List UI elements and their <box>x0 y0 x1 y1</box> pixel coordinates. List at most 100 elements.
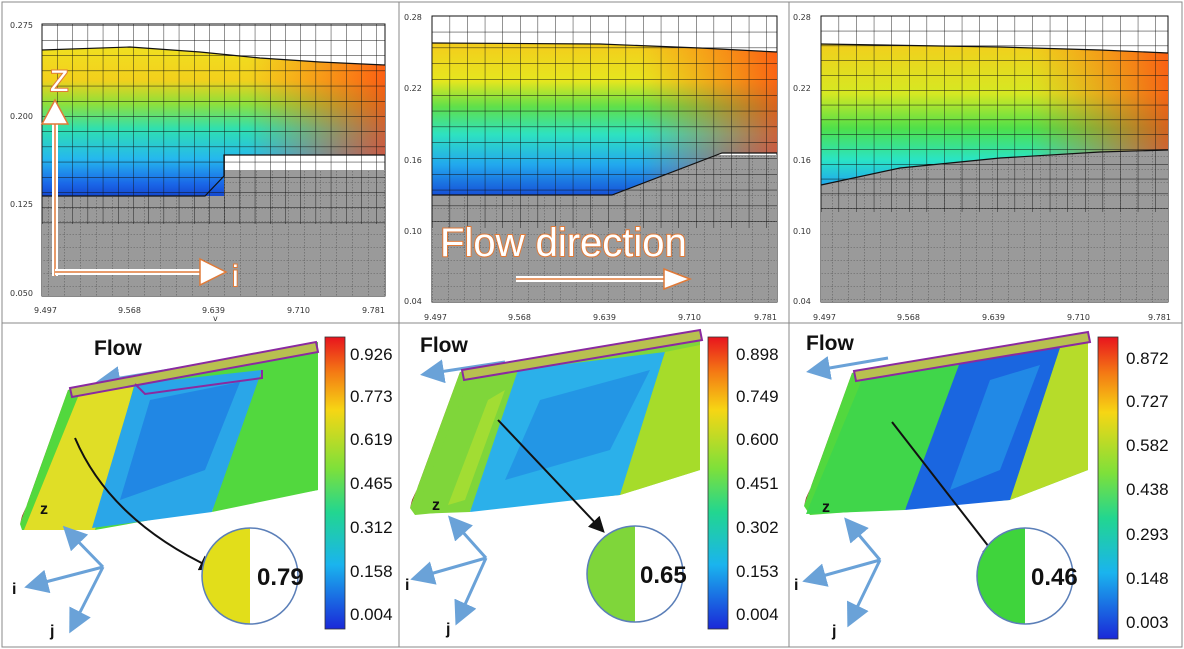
y-tick: 0.22 <box>793 84 811 93</box>
y-tick: 0.16 <box>793 156 811 165</box>
x-tick: 9.781 <box>362 306 385 315</box>
colorbar-label: 0.898 <box>736 345 779 364</box>
colorbar-label: 0.293 <box>1126 525 1169 544</box>
colorbar-label: 0.749 <box>736 387 779 406</box>
flow-label: Flow <box>94 337 142 360</box>
y-tick: 0.16 <box>404 156 422 165</box>
callout-arrow-icon <box>891 421 999 560</box>
x-tick: 9.781 <box>754 313 777 322</box>
x-tick: 9.497 <box>813 313 836 322</box>
colorbar-label: 0.148 <box>1126 569 1169 588</box>
x-tick: 9.710 <box>1067 313 1090 322</box>
i-axis-label: i <box>12 581 16 598</box>
y-tick: 0.275 <box>10 21 33 30</box>
y-ticks-1: 0.275 0.200 0.125 0.050 <box>10 21 33 298</box>
colorbar-3: 0.872 0.727 0.582 0.438 0.293 0.148 0.00… <box>1097 336 1169 640</box>
colorbar-label: 0.582 <box>1126 436 1169 455</box>
bubble-swatch <box>587 526 635 622</box>
j-axis-label: j <box>831 623 836 640</box>
bubble-value: 0.79 <box>257 564 304 591</box>
coordinate-axes-icon <box>410 515 488 626</box>
y-tick: 0.04 <box>404 297 422 306</box>
x-tick: 9.710 <box>678 313 701 322</box>
colorbar-label: 0.727 <box>1126 392 1169 411</box>
y-ticks-3: 0.28 0.22 0.16 0.10 0.04 <box>793 13 811 306</box>
z-axis-label: z <box>432 497 440 514</box>
flow-direction-label: Flow direction <box>440 221 687 265</box>
flume-model-1 <box>20 340 320 530</box>
colorbar-label: 0.773 <box>350 387 393 406</box>
y-tick: 0.10 <box>793 227 811 236</box>
x-tick: 9.639 <box>593 313 616 322</box>
z-axis-label: Z <box>50 65 68 98</box>
colorbar-label: 0.158 <box>350 562 393 581</box>
y-tick: 0.200 <box>10 112 33 121</box>
x-tick: 9.568 <box>508 313 531 322</box>
bubble-value: 0.46 <box>1031 564 1078 591</box>
y-ticks-2: 0.28 0.22 0.16 0.10 0.04 <box>404 13 422 306</box>
j-axis-label: j <box>49 623 54 640</box>
x-ticks-3: 9.497 9.568 9.639 9.710 9.781 <box>813 313 1171 322</box>
x-tick: 9.568 <box>118 306 141 315</box>
y-tick: 0.050 <box>10 289 33 298</box>
colorbar-label: 0.619 <box>350 430 393 449</box>
x-tick: 9.497 <box>424 313 447 322</box>
x-ticks-2: 9.497 9.568 9.639 9.710 9.781 <box>424 313 777 322</box>
colorbar-label: 0.465 <box>350 474 393 493</box>
colorbar-label: 0.872 <box>1126 349 1169 368</box>
value-bubble-3: 0.46 <box>976 527 1078 625</box>
x-tick: 9.568 <box>897 313 920 322</box>
flume-model-3 <box>804 330 1092 515</box>
flume-model-2 <box>410 328 704 515</box>
x-tick: 9.710 <box>287 306 310 315</box>
bottom-panel-3: Flow z i j 0.46 0.872 0.727 <box>794 330 1169 640</box>
y-tick: 0.22 <box>404 84 422 93</box>
coordinate-axes-icon <box>802 517 882 628</box>
callout-arrow-icon <box>74 437 216 571</box>
x-tick: 9.497 <box>34 306 57 315</box>
colorbar-1: 0.926 0.773 0.619 0.465 0.312 0.158 0.00… <box>324 336 393 630</box>
callout-arrow-icon <box>497 419 605 533</box>
colorbar-label: 0.600 <box>736 430 779 449</box>
bubble-swatch <box>202 528 250 624</box>
colorbar-label: 0.312 <box>350 518 393 537</box>
top-panel-3: 0.28 0.22 0.16 0.10 0.04 9.497 9.568 9.6… <box>793 13 1171 322</box>
colorbar-2: 0.898 0.749 0.600 0.451 0.302 0.153 0.00… <box>707 336 779 630</box>
colorbar-label: 0.003 <box>1126 613 1169 632</box>
y-tick: 0.10 <box>404 227 422 236</box>
j-axis-label: j <box>445 621 450 638</box>
flow-label: Flow <box>806 332 854 355</box>
bottom-panel-2: Flow z i j 0.65 0.898 0.749 <box>405 328 779 638</box>
colorbar-label: 0.153 <box>736 562 779 581</box>
flow-arrow-icon <box>516 267 693 291</box>
y-tick: 0.28 <box>793 13 811 22</box>
colorbar-label: 0.004 <box>736 605 779 624</box>
y-tick: 0.04 <box>793 297 811 306</box>
x-tick: 9.639 <box>982 313 1005 322</box>
z-axis-label: z <box>822 499 830 516</box>
x-tick: 9.781 <box>1148 313 1171 322</box>
bottom-panel-1: Flow z i j 0.79 0.926 0.773 <box>12 336 393 640</box>
i-axis-label: i <box>405 577 409 594</box>
value-bubble-1: 0.79 <box>201 527 304 625</box>
z-axis-label: z <box>40 501 48 518</box>
colorbar-label: 0.438 <box>1126 480 1169 499</box>
bubble-value: 0.65 <box>640 562 687 589</box>
x-ticks-1: 9.497 9.568 9.639 9.710 9.781 v <box>34 306 385 323</box>
bubble-swatch <box>977 528 1025 624</box>
top-panel-1: 0.275 0.200 0.125 0.050 9.497 9.568 9.63… <box>10 21 386 323</box>
x-tick-mark: v <box>213 314 218 323</box>
coordinate-axes-icon <box>40 98 228 287</box>
y-tick: 0.28 <box>404 13 422 22</box>
value-bubble-2: 0.65 <box>586 525 687 623</box>
colorbar-label: 0.926 <box>350 345 393 364</box>
colorbar-label: 0.302 <box>736 518 779 537</box>
coordinate-axes-icon <box>24 525 105 634</box>
i-axis-label: i <box>794 577 798 594</box>
colorbar-label: 0.451 <box>736 474 779 493</box>
y-tick: 0.125 <box>10 200 33 209</box>
flow-label: Flow <box>420 334 468 357</box>
x-tick: 9.639 <box>202 306 225 315</box>
colorbar-label: 0.004 <box>350 605 393 624</box>
